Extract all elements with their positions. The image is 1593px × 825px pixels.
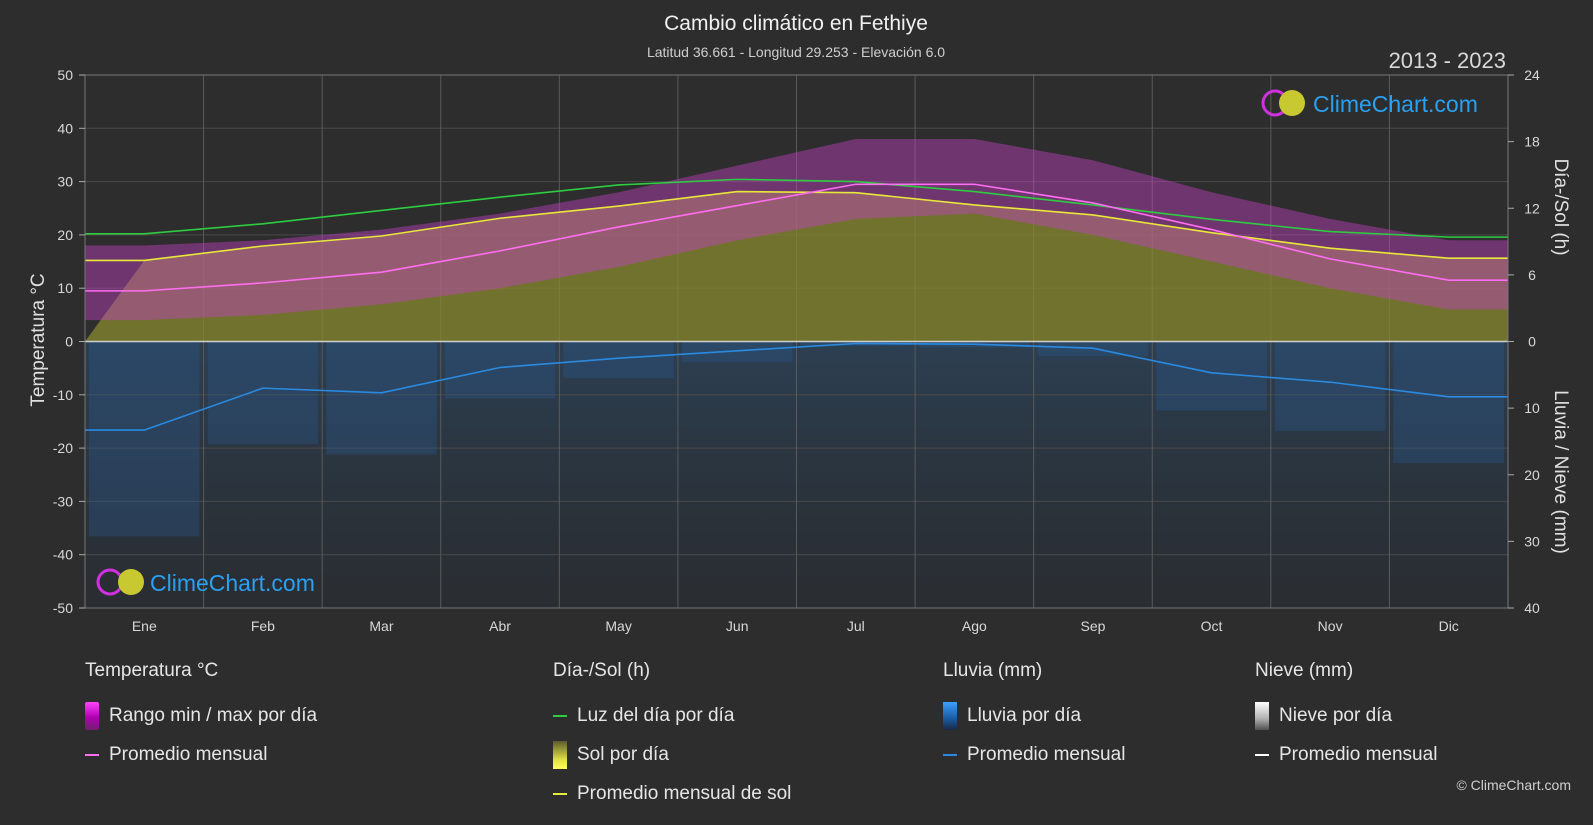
- logo-sun-icon: [1279, 90, 1305, 116]
- year-range: 2013 - 2023: [1389, 48, 1506, 73]
- temperature-range-band: [85, 138, 1508, 321]
- left-tick-label: 50: [57, 67, 73, 83]
- x-tick-label: Jul: [847, 618, 865, 634]
- x-tick-label: Sep: [1080, 618, 1105, 634]
- right-top-tick-label: 24: [1524, 67, 1540, 83]
- right-top-tick-label: 0: [1528, 334, 1536, 350]
- right-bottom-tick-label: 20: [1524, 467, 1540, 483]
- legend-daylight-title: Día-/Sol (h): [553, 660, 651, 681]
- rain-swatch-icon: [943, 701, 957, 730]
- legend-rain-avg-label: Promedio mensual: [967, 743, 1126, 765]
- x-tick-label: May: [605, 618, 631, 634]
- x-tick-label: Feb: [251, 618, 275, 634]
- series-line-0: [85, 178, 1508, 238]
- logo-sun-icon: [118, 569, 144, 595]
- line-swatch-icon: [1255, 753, 1269, 756]
- legend-temperature-title: Temperatura °C: [85, 660, 219, 681]
- legend-temp-avg-label: Promedio mensual: [109, 743, 268, 765]
- line-swatch-icon: [553, 792, 567, 795]
- legend-temp-range-label: Rango min / max por día: [109, 704, 318, 726]
- chart-title: Cambio climático en Fethiye: [664, 12, 928, 35]
- line-swatch-icon: [553, 714, 567, 717]
- sun-swatch-icon: [553, 740, 567, 769]
- range-swatch-icon: [85, 701, 99, 730]
- legend-daylight: Día-/Sol (h) Luz del día por día Sol por…: [553, 660, 791, 813]
- series-line-1: [85, 190, 1508, 262]
- series-line-3: [85, 342, 1508, 431]
- left-tick-label: 40: [57, 120, 73, 136]
- x-tick-label: Ene: [132, 618, 157, 634]
- right-top-tick-label: 6: [1528, 267, 1536, 283]
- watermark-text-bottom: ClimeChart.com: [150, 570, 315, 596]
- legend-snow-avg-label: Promedio mensual: [1279, 743, 1438, 765]
- legend-snow-label: Nieve por día: [1279, 704, 1393, 726]
- legend-sun-label: Sol por día: [577, 743, 669, 765]
- legend-rain-label: Lluvia por día: [967, 704, 1082, 726]
- legend-daylight-label: Luz del día por día: [577, 704, 735, 726]
- left-tick-label: 30: [57, 174, 73, 190]
- rain-bar: [681, 341, 793, 363]
- right-bottom-tick-label: 10: [1524, 400, 1540, 416]
- watermark-text-top: ClimeChart.com: [1313, 91, 1478, 117]
- left-tick-label: -40: [53, 547, 73, 563]
- rain-bar: [563, 341, 674, 379]
- rain-bar: [326, 341, 437, 455]
- right-top-tick-label: 18: [1524, 134, 1540, 150]
- right-bottom-tick-label: 40: [1524, 600, 1540, 616]
- left-tick-label: 10: [57, 280, 73, 296]
- legend-rain-title: Lluvia (mm): [943, 660, 1043, 681]
- x-tick-label: Dic: [1439, 618, 1459, 634]
- x-tick-label: Mar: [369, 618, 393, 634]
- left-tick-label: -50: [53, 600, 73, 616]
- left-tick-label: 0: [65, 334, 73, 350]
- legend-rain: Lluvia (mm) Lluvia por día Promedio mens…: [943, 660, 1125, 774]
- snow-swatch-icon: [1255, 701, 1269, 730]
- series-line-2: [85, 183, 1508, 292]
- right-axis-top-label: Día-/Sol (h): [1550, 158, 1571, 255]
- rain-bar: [89, 341, 200, 537]
- right-bottom-tick-label: 30: [1524, 533, 1540, 549]
- copyright-text: © ClimeChart.com: [1456, 777, 1571, 793]
- left-tick-label: 20: [57, 227, 73, 243]
- x-tick-label: Abr: [489, 618, 511, 634]
- rain-bar: [444, 341, 556, 399]
- chart-subtitle: Latitud 36.661 - Longitud 29.253 - Eleva…: [647, 44, 945, 60]
- watermark-top: ClimeChart.com: [1261, 89, 1478, 117]
- line-swatch-icon: [85, 753, 99, 756]
- right-axis-bottom-label: Lluvia / Nieve (mm): [1550, 390, 1571, 554]
- legend-temperature: Temperatura °C Rango min / max por día P…: [85, 660, 317, 774]
- rain-bar: [207, 341, 319, 445]
- left-tick-label: -30: [53, 493, 73, 509]
- legend-sun-avg-label: Promedio mensual de sol: [577, 782, 792, 804]
- watermark-bottom: ClimeChart.com: [96, 568, 315, 596]
- legend-snow: Nieve (mm) Nieve por día Promedio mensua…: [1255, 660, 1437, 774]
- line-swatch-icon: [943, 753, 957, 756]
- x-tick-label: Oct: [1201, 618, 1223, 634]
- sun-area: [85, 191, 1508, 342]
- right-top-tick-label: 12: [1524, 200, 1540, 216]
- left-axis-label: Temperatura °C: [28, 273, 49, 406]
- rain-bar: [1393, 341, 1504, 464]
- left-tick-label: -20: [53, 440, 73, 456]
- legend-snow-title: Nieve (mm): [1255, 660, 1354, 681]
- x-tick-label: Ago: [962, 618, 987, 634]
- x-tick-label: Nov: [1318, 618, 1343, 634]
- x-tick-label: Jun: [726, 618, 749, 634]
- left-tick-label: -10: [53, 387, 73, 403]
